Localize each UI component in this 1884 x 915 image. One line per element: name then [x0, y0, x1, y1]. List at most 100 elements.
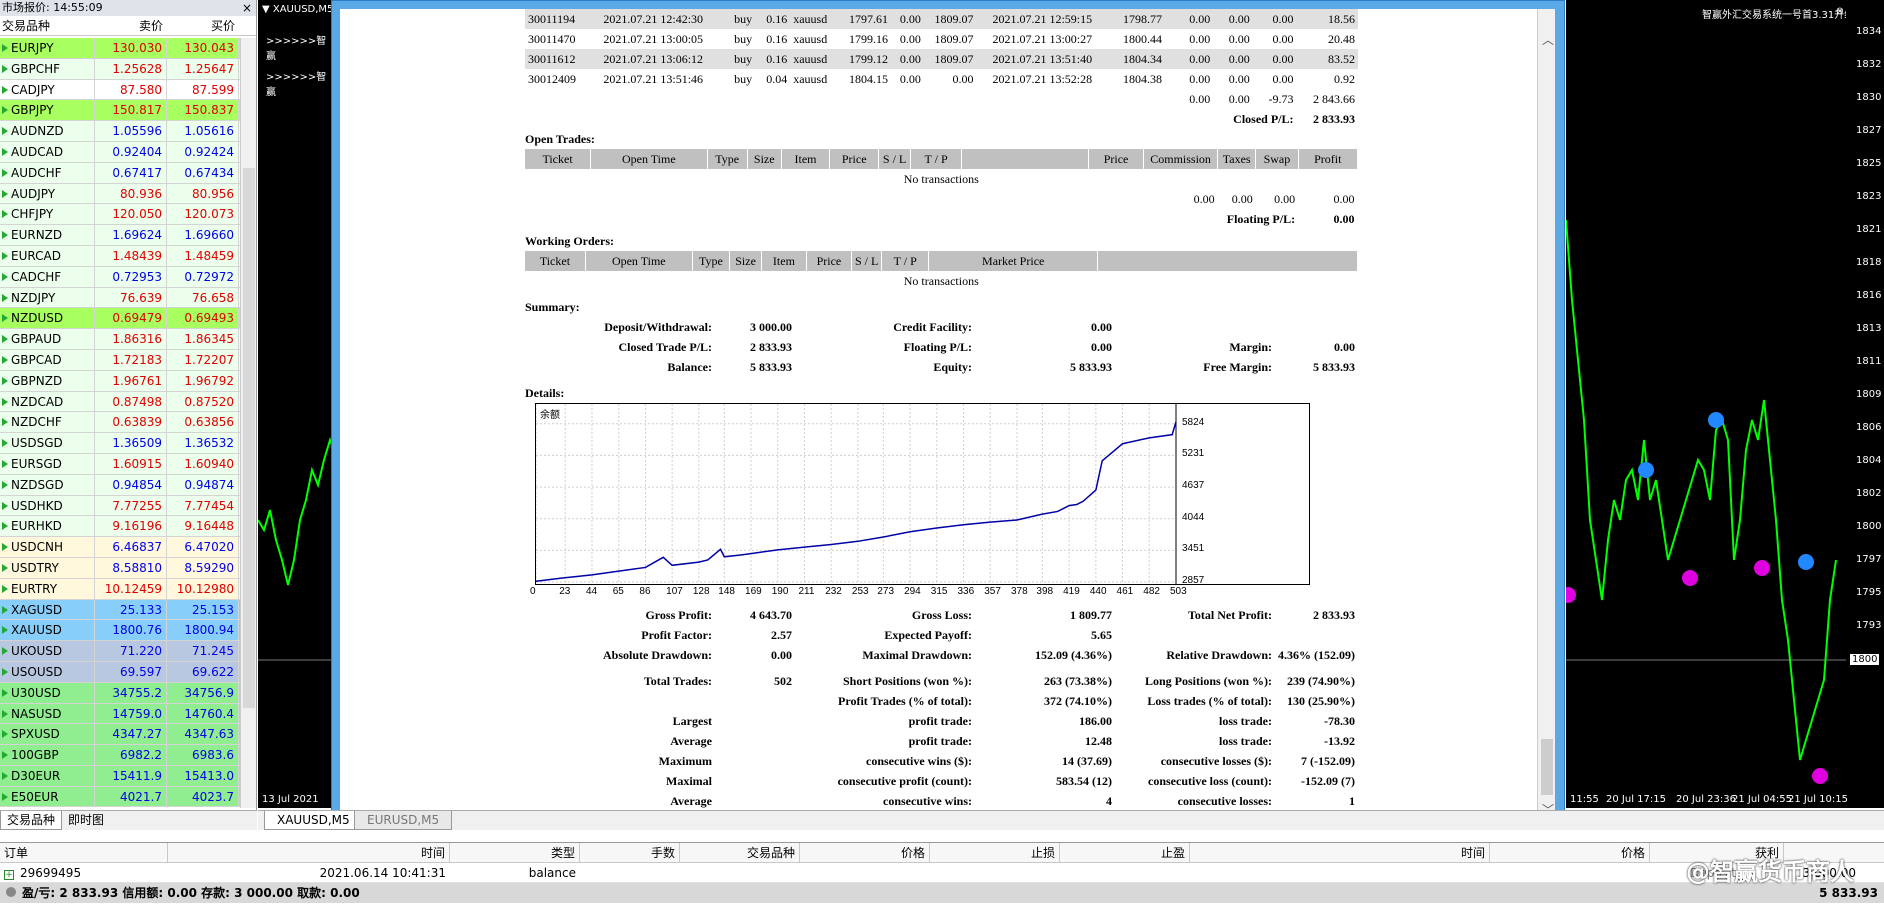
x-tick-label: 273 [877, 586, 895, 597]
terminal-column-header[interactable]: 交易品种 [680, 843, 800, 862]
stat-cell [715, 711, 795, 731]
terminal-column-header[interactable]: 价格 [800, 843, 930, 862]
symbol-row[interactable]: NZDCAD 0.87498 0.87520 [0, 391, 240, 413]
market-watch-scrollbar[interactable] [240, 38, 256, 808]
chevron-up-icon[interactable]: ︿ [1542, 33, 1555, 47]
stat-cell [715, 691, 795, 711]
terminal-column-header[interactable]: 时间 [1190, 843, 1490, 862]
time-axis-label: 20 Jul 23:36 [1676, 794, 1736, 805]
tab-symbols[interactable]: 交易品种 [0, 811, 63, 830]
symbol-row[interactable]: UKOUSD 71.220 71.245 [0, 641, 240, 662]
symbol-row[interactable]: AUDNZD 1.05596 1.05616 [0, 121, 240, 142]
symbol-row[interactable]: EURTRY 10.12459 10.12980 [0, 578, 240, 600]
stat-cell: 239 (74.90%) [1287, 673, 1355, 688]
ask-price: 0.72972 [167, 266, 239, 287]
column-header: Commission [1143, 149, 1219, 169]
close-icon[interactable]: × [241, 1, 252, 15]
balance-chart-svg [535, 404, 1177, 584]
trade-marker [1798, 554, 1814, 570]
plus-icon[interactable]: + [4, 870, 14, 880]
symbol-row[interactable]: GBPCHF 1.25628 1.25647 [0, 58, 240, 80]
stat-cell: Average [670, 733, 712, 748]
symbol-row[interactable]: GBPJPY 150.817 150.837 [0, 100, 240, 122]
close-icon[interactable]: ⊗ [1835, 6, 1844, 17]
summary-table: Deposit/Withdrawal: 3 000.00 Credit Facili… [525, 317, 1358, 377]
scrollbar-thumb[interactable] [243, 168, 255, 708]
symbol-row[interactable]: NASUSD 14759.0 14760.4 [0, 703, 240, 725]
symbol-row[interactable]: U30USD 34755.2 34756.9 [0, 682, 240, 704]
report-scrollbar[interactable]: ︿ ﹀ [1537, 9, 1555, 823]
tab-eurusd[interactable]: EURUSD,M5 [354, 811, 453, 830]
symbol-row[interactable]: AUDJPY 80.936 80.956 [0, 183, 240, 205]
symbol-name: EURTRY [0, 578, 95, 599]
terminal-panel: 订单 时间 类型 手数 交易品种 价格 止损 止盈 时间 价格 获利 +29699495 2021.… [0, 842, 1884, 915]
order-comment: Deposit [1690, 866, 1736, 880]
symbol-row[interactable]: GBPNZD 1.96761 1.96792 [0, 370, 240, 392]
symbol-row[interactable]: EURHKD 9.16196 9.16448 [0, 516, 240, 538]
symbol-row[interactable]: USDTRY 8.58810 8.59290 [0, 557, 240, 579]
symbol-row[interactable]: EURCAD 1.48439 1.48459 [0, 245, 240, 267]
symbol-row[interactable]: GBPAUD 1.86316 1.86345 [0, 329, 240, 350]
terminal-column-header[interactable]: 止损 [930, 843, 1060, 862]
col-symbol[interactable]: 交易品种 [2, 19, 51, 33]
ask-price: 1.96792 [167, 370, 239, 391]
tab-tick-chart[interactable]: 即时图 [68, 813, 105, 827]
table-row[interactable]: +29699495 2021.06.14 10:41:31 balance De… [0, 863, 1884, 883]
symbol-row[interactable]: EURSGD 1.60915 1.60940 [0, 453, 240, 475]
symbol-row[interactable]: CADJPY 87.580 87.599 [0, 79, 240, 101]
scrollbar-thumb[interactable] [1541, 739, 1553, 795]
ask-price: 4347.63 [167, 724, 239, 745]
symbol-row[interactable]: CADCHF 0.72953 0.72972 [0, 266, 240, 288]
cell-profit: 18.56 [1296, 9, 1358, 29]
cell-type: buy [713, 9, 756, 29]
col-ask[interactable]: 买价 [210, 19, 235, 33]
symbol-name: AUDJPY [0, 183, 95, 204]
terminal-column-header[interactable]: 订单 [0, 843, 168, 862]
symbol-row[interactable]: XAUUSD 1800.76 1800.94 [0, 620, 240, 642]
cell-tax: 0.00 [1228, 31, 1250, 46]
y-tick-label: 4637 [1182, 480, 1205, 492]
terminal-column-header[interactable]: 止盈 [1060, 843, 1190, 862]
terminal-column-header[interactable]: 时间 [168, 843, 450, 862]
cell-ticket: 30011194 [525, 9, 593, 29]
symbol-row[interactable]: CHFJPY 120.050 120.073 [0, 204, 240, 226]
terminal-column-header[interactable]: 类型 [450, 843, 580, 862]
tab-xauusd[interactable]: XAUUSD,M5 [264, 811, 363, 830]
symbol-row[interactable]: EURNZD 1.69624 1.69660 [0, 225, 240, 246]
symbol-row[interactable]: USDHKD 7.77255 7.77454 [0, 495, 240, 517]
bid-price: 10.12459 [95, 578, 167, 599]
col-bid[interactable]: 卖价 [138, 19, 163, 33]
x-tick-label: 253 [851, 586, 869, 597]
balance-chart: 5824 5231 4637 4044 3451 2857 0 23 44 65 86 107 128… [530, 403, 1310, 597]
ask-price: 0.92424 [167, 141, 239, 162]
chart-left[interactable]: ▼ XAUUSD,M5 >>>>>>智赢 >>>>>>智赢 13 Jul 202… [258, 0, 334, 808]
trade-marker [1754, 560, 1770, 576]
ask-price: 150.837 [167, 100, 239, 121]
symbol-row[interactable]: USDSGD 1.36509 1.36532 [0, 433, 240, 454]
symbol-row[interactable]: GBPCAD 1.72183 1.72207 [0, 349, 240, 371]
symbol-row[interactable]: NZDSGD 0.94854 0.94874 [0, 474, 240, 496]
bid-price: 1.60915 [95, 453, 167, 474]
symbol-row[interactable]: NZDCHF 0.63839 0.63856 [0, 412, 240, 434]
price-axis-label: 1813 [1856, 323, 1882, 334]
symbol-row[interactable]: AUDCHF 0.67417 0.67434 [0, 162, 240, 184]
symbol-row[interactable]: USDCNH 6.46837 6.47020 [0, 537, 240, 558]
symbol-row[interactable]: NZDJPY 76.639 76.658 [0, 287, 240, 309]
x-tick-label: 232 [825, 586, 842, 597]
symbol-row[interactable]: NZDUSD 0.69479 0.69493 [0, 308, 240, 330]
symbol-row[interactable]: USOUSD 69.597 69.622 [0, 661, 240, 683]
symbol-row[interactable]: AUDCAD 0.92404 0.92424 [0, 141, 240, 163]
symbol-row[interactable]: E50EUR 4021.7 4023.7 [0, 786, 240, 808]
symbol-row[interactable]: SPXUSD 4347.27 4347.63 [0, 724, 240, 746]
symbol-row[interactable]: 100GBP 6982.2 6983.6 [0, 745, 240, 766]
terminal-column-header[interactable]: 手数 [580, 843, 680, 862]
terminal-column-header[interactable]: 获利 [1650, 843, 1784, 862]
cell-sl: 0.00 [899, 71, 921, 86]
symbol-row[interactable]: XAGUSD 25.133 25.153 [0, 599, 240, 621]
symbol-row[interactable]: EURJPY 130.030 130.043 [0, 38, 240, 59]
bid-price: 1800.76 [95, 620, 167, 641]
terminal-column-header[interactable]: 价格 [1490, 843, 1650, 862]
chart-right[interactable]: 智赢外汇交易系统一号首3.31升级版 ⊗ 1834 1832 1830 1827 182… [1566, 0, 1884, 808]
stat-cell [715, 731, 795, 751]
symbol-row[interactable]: D30EUR 15411.9 15413.0 [0, 765, 240, 787]
